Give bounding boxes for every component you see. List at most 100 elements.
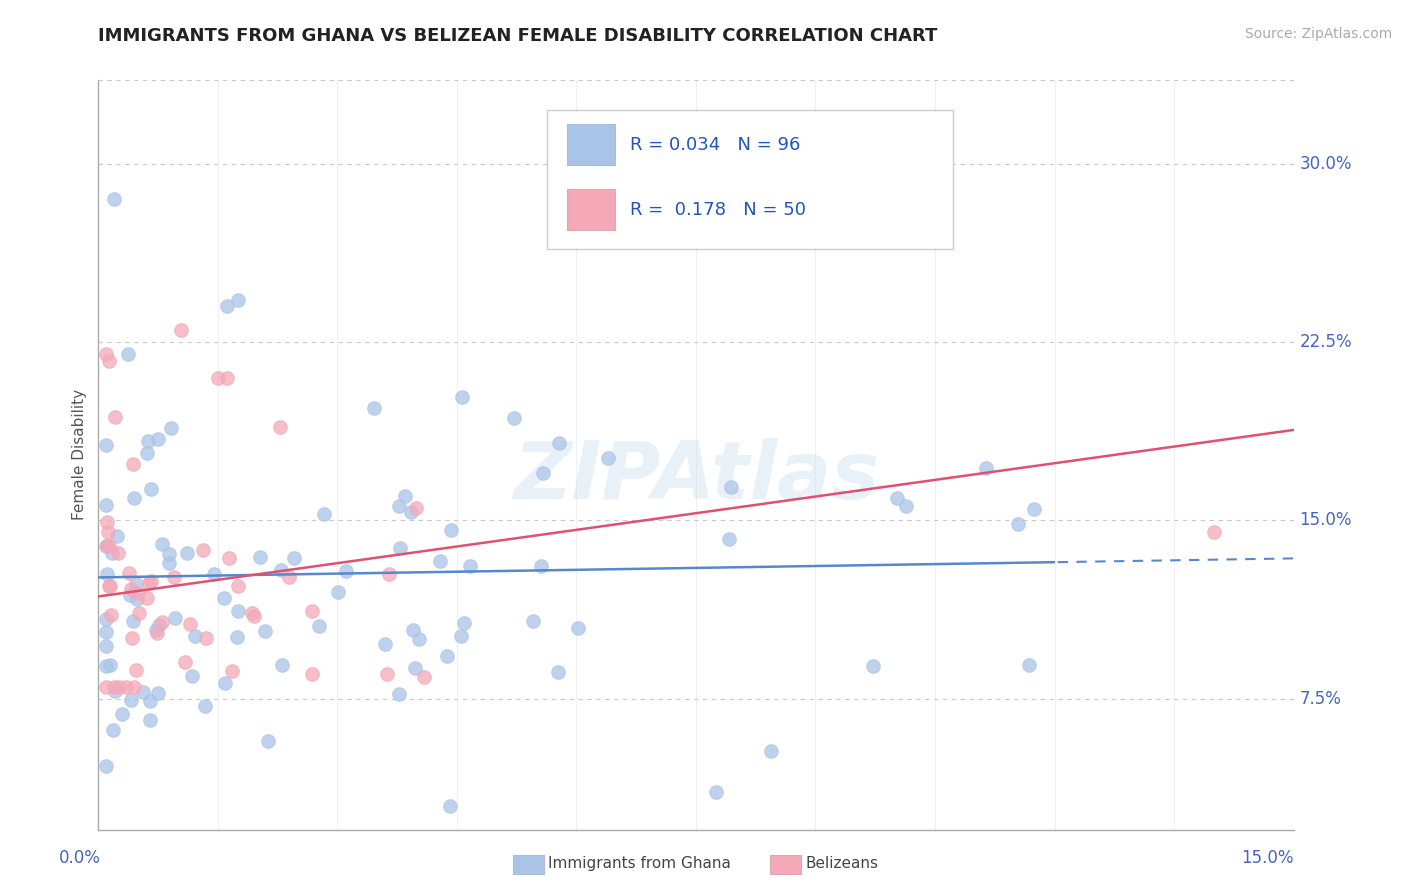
- Point: [596, 450, 619, 465]
- Point: [270, 657, 292, 672]
- Point: [136, 591, 159, 605]
- Point: [388, 499, 411, 513]
- Text: R = 0.034   N = 96: R = 0.034 N = 96: [630, 136, 800, 154]
- Point: [335, 564, 357, 578]
- Text: ZIPAtlas: ZIPAtlas: [513, 438, 879, 516]
- Point: [118, 566, 141, 580]
- Point: [217, 370, 239, 384]
- Point: [132, 685, 155, 699]
- Point: [439, 798, 461, 813]
- Point: [308, 618, 330, 632]
- Point: [974, 460, 997, 475]
- Point: [450, 629, 472, 643]
- Point: [328, 584, 350, 599]
- Point: [270, 563, 292, 577]
- Text: Immigrants from Ghana: Immigrants from Ghana: [548, 856, 731, 871]
- Point: [138, 575, 160, 590]
- Point: [122, 457, 145, 471]
- Point: [256, 734, 278, 748]
- Point: [125, 577, 148, 591]
- Point: [165, 611, 187, 625]
- Text: Belizeans: Belizeans: [806, 856, 879, 871]
- Point: [207, 370, 229, 384]
- Point: [96, 759, 118, 773]
- Point: [243, 609, 266, 624]
- Point: [886, 491, 908, 506]
- Point: [96, 438, 118, 452]
- Point: [314, 507, 336, 521]
- Point: [547, 665, 569, 680]
- Point: [146, 685, 169, 699]
- Text: 0.0%: 0.0%: [59, 848, 100, 867]
- Point: [1024, 501, 1046, 516]
- Point: [1202, 525, 1225, 540]
- Point: [862, 659, 884, 673]
- Point: [146, 625, 169, 640]
- Point: [124, 680, 146, 694]
- Point: [128, 606, 150, 620]
- Point: [1018, 658, 1040, 673]
- Point: [157, 547, 180, 561]
- Point: [283, 551, 305, 566]
- Text: 7.5%: 7.5%: [1299, 690, 1341, 707]
- Point: [104, 684, 127, 698]
- Point: [184, 629, 207, 643]
- Point: [101, 723, 124, 737]
- Point: [214, 676, 236, 690]
- Point: [530, 559, 553, 574]
- Point: [277, 570, 299, 584]
- Point: [96, 347, 118, 361]
- Point: [117, 347, 139, 361]
- Point: [96, 539, 118, 553]
- Point: [115, 680, 138, 694]
- Text: Source: ZipAtlas.com: Source: ZipAtlas.com: [1244, 27, 1392, 41]
- Point: [160, 421, 183, 435]
- Point: [436, 649, 458, 664]
- Point: [531, 466, 554, 480]
- Text: 15.0%: 15.0%: [1241, 848, 1294, 867]
- Point: [458, 558, 481, 573]
- Point: [96, 515, 118, 529]
- Point: [269, 420, 291, 434]
- Point: [176, 546, 198, 560]
- Y-axis label: Female Disability: Female Disability: [72, 389, 87, 521]
- Point: [378, 567, 401, 582]
- Point: [120, 693, 142, 707]
- Point: [429, 554, 451, 568]
- Point: [240, 606, 263, 620]
- Point: [375, 666, 398, 681]
- Point: [96, 680, 118, 694]
- Point: [394, 489, 416, 503]
- Point: [150, 537, 173, 551]
- Point: [97, 524, 120, 539]
- Point: [141, 483, 163, 497]
- Point: [100, 607, 122, 622]
- Point: [127, 586, 149, 600]
- Point: [111, 706, 134, 721]
- Point: [136, 446, 159, 460]
- Point: [103, 192, 125, 206]
- Point: [221, 664, 243, 678]
- Text: R =  0.178   N = 50: R = 0.178 N = 50: [630, 201, 806, 219]
- Point: [120, 588, 142, 602]
- Point: [98, 579, 121, 593]
- Point: [179, 617, 201, 632]
- Point: [122, 491, 145, 505]
- Point: [547, 435, 569, 450]
- Point: [98, 579, 121, 593]
- Point: [249, 549, 271, 564]
- Point: [120, 582, 142, 596]
- Text: IMMIGRANTS FROM GHANA VS BELIZEAN FEMALE DISABILITY CORRELATION CHART: IMMIGRANTS FROM GHANA VS BELIZEAN FEMALE…: [98, 27, 938, 45]
- Point: [720, 480, 742, 494]
- Point: [388, 687, 411, 701]
- Point: [125, 663, 148, 677]
- Point: [173, 655, 195, 669]
- Point: [104, 409, 127, 424]
- Point: [202, 567, 225, 582]
- Point: [718, 532, 741, 546]
- Point: [139, 714, 162, 728]
- Point: [440, 524, 463, 538]
- Point: [404, 661, 426, 675]
- Point: [157, 556, 180, 570]
- Point: [194, 699, 217, 714]
